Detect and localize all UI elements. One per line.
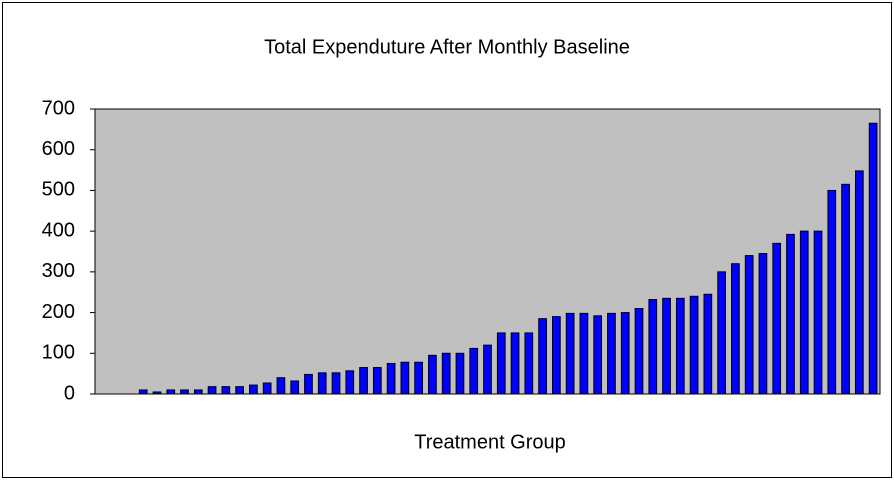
bar	[772, 242, 782, 395]
bar	[262, 382, 272, 395]
bar	[331, 372, 341, 395]
bar	[249, 384, 258, 395]
bar	[786, 233, 795, 395]
bar	[138, 389, 148, 395]
bar	[469, 347, 479, 395]
bar	[565, 312, 575, 395]
bar	[579, 312, 589, 395]
bar	[345, 370, 355, 395]
bar	[372, 367, 382, 395]
bar	[483, 344, 492, 395]
bar	[593, 315, 603, 395]
bar	[634, 308, 644, 395]
bar	[386, 362, 396, 395]
bar	[304, 373, 313, 395]
bar	[276, 377, 286, 395]
bar	[703, 293, 713, 395]
bar	[731, 263, 740, 395]
bar	[758, 253, 768, 395]
bar	[841, 183, 850, 395]
bar	[235, 386, 244, 395]
bar	[662, 297, 671, 395]
bar	[166, 389, 176, 395]
bar	[813, 230, 823, 395]
y-tick-label: 200	[42, 301, 75, 323]
bar	[799, 230, 809, 395]
bar	[538, 318, 547, 395]
bar	[648, 299, 658, 395]
y-tick-label: 400	[42, 219, 75, 241]
bar	[496, 332, 506, 395]
bar	[854, 170, 864, 395]
bar	[414, 361, 423, 395]
bar	[400, 361, 410, 395]
bar	[193, 389, 203, 395]
bar	[180, 389, 189, 395]
y-tick-label: 500	[42, 179, 75, 201]
bar	[290, 380, 300, 395]
bar	[428, 354, 437, 395]
bar	[607, 312, 616, 395]
bar	[441, 352, 451, 395]
bar	[868, 122, 878, 395]
bar	[675, 297, 685, 395]
y-tick-label: 0	[64, 382, 75, 404]
bar	[221, 386, 231, 395]
bar	[207, 386, 217, 395]
bar	[744, 255, 754, 395]
bar	[524, 332, 534, 395]
bar	[455, 352, 465, 395]
y-tick-label: 600	[42, 138, 75, 160]
x-axis-label: Treatment Group	[414, 431, 566, 453]
bar	[827, 189, 837, 395]
bar	[689, 295, 699, 395]
bar	[510, 332, 520, 395]
bar	[152, 391, 162, 395]
bar	[620, 312, 630, 395]
y-tick-label: 100	[42, 342, 75, 364]
bar	[552, 316, 561, 395]
y-tick-label: 300	[42, 260, 75, 282]
bar	[717, 271, 726, 395]
chart-title: Total Expenduture After Monthly Baseline	[264, 36, 630, 58]
bar	[317, 372, 327, 395]
y-tick-label: 700	[42, 97, 75, 119]
bar	[359, 367, 368, 395]
